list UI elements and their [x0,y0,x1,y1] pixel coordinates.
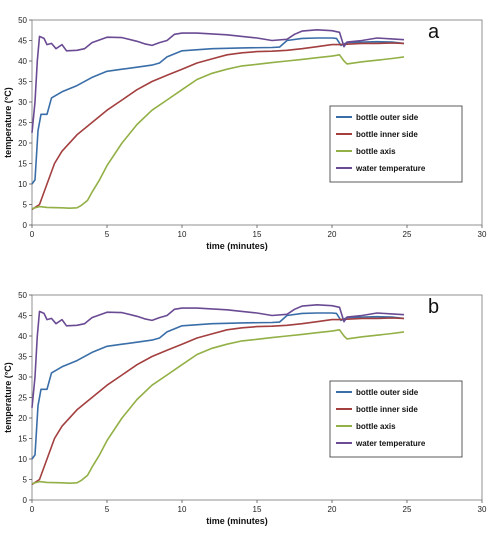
y-tick-label: 30 [18,373,27,382]
x-tick-label: 15 [253,230,262,239]
legend-entry: bottle outer side [356,113,419,122]
y-axis-title: temperature (°C) [3,362,13,433]
x-axis-title: time (minutes) [206,241,268,251]
legend-entry: bottle axis [356,422,396,431]
y-tick-label: 50 [18,16,27,25]
legend-entry: water temperature [355,164,426,173]
x-tick-label: 20 [328,230,337,239]
y-tick-label: 30 [18,98,27,107]
series-line-bottle-inner-side [31,42,405,211]
x-tick-label: 0 [30,505,35,514]
y-tick-label: 35 [18,78,27,87]
x-tick-label: 30 [478,230,487,239]
x-tick-label: 20 [328,505,337,514]
y-tick-label: 15 [18,160,27,169]
series-line-bottle-outer-side [31,37,405,185]
legend: bottle outer side bottle inner side bottle… [329,105,463,183]
series-line-bottle-axis [31,54,405,210]
y-tick-label: 5 [23,476,28,485]
legend-box [329,105,463,183]
x-tick-label: 10 [178,505,187,514]
y-tick-label: 40 [18,332,27,341]
y-tick-label: 25 [18,119,27,128]
panel-label: a [428,21,440,43]
y-tick-label: 0 [23,496,28,505]
series-line-water-temperature [31,304,405,408]
x-axis-title: time (minutes) [206,516,268,526]
y-tick-label: 5 [23,201,28,210]
y-tick-label: 10 [18,180,27,189]
y-tick-label: 25 [18,394,27,403]
legend-entry: bottle axis [356,147,396,156]
temperature-chart-b: 0 5 10 15 20 25 30 35 40 45 50 0 5 10 15 20 25 30 time (mi… [3,291,487,526]
y-tick-label: 15 [18,435,27,444]
panel-label: b [428,296,439,318]
legend: bottle outer side bottle inner side bottle… [329,380,463,458]
legend-entry: water temperature [355,439,426,448]
legend-entry: bottle inner side [356,405,418,414]
y-tick-label: 35 [18,353,27,362]
x-tick-label: 25 [403,230,412,239]
legend-entry: bottle outer side [356,388,419,397]
y-tick-label: 20 [18,139,27,148]
y-tick-label: 0 [23,221,28,230]
x-tick-label: 5 [105,505,110,514]
series-line-bottle-inner-side [31,317,405,486]
x-tick-label: 0 [30,230,35,239]
y-tick-label: 50 [18,291,27,300]
x-tick-label: 5 [105,230,110,239]
x-tick-label: 30 [478,505,487,514]
y-axis-title: temperature (°C) [3,87,13,158]
series-line-water-temperature [31,29,405,133]
x-tick-label: 25 [403,505,412,514]
y-tick-label: 10 [18,455,27,464]
x-tick-label: 15 [253,505,262,514]
temperature-chart-a: 0 5 10 15 20 25 30 35 40 45 50 0 5 10 15 20 25 30 time (mi… [3,16,487,251]
legend-box [329,380,463,458]
x-tick-label: 10 [178,230,187,239]
legend-entry: bottle inner side [356,130,418,139]
series-line-bottle-axis [31,329,405,485]
y-tick-label: 20 [18,414,27,423]
y-tick-label: 45 [18,37,27,46]
y-tick-label: 40 [18,57,27,66]
y-tick-label: 45 [18,312,27,321]
series-line-bottle-outer-side [31,312,405,460]
